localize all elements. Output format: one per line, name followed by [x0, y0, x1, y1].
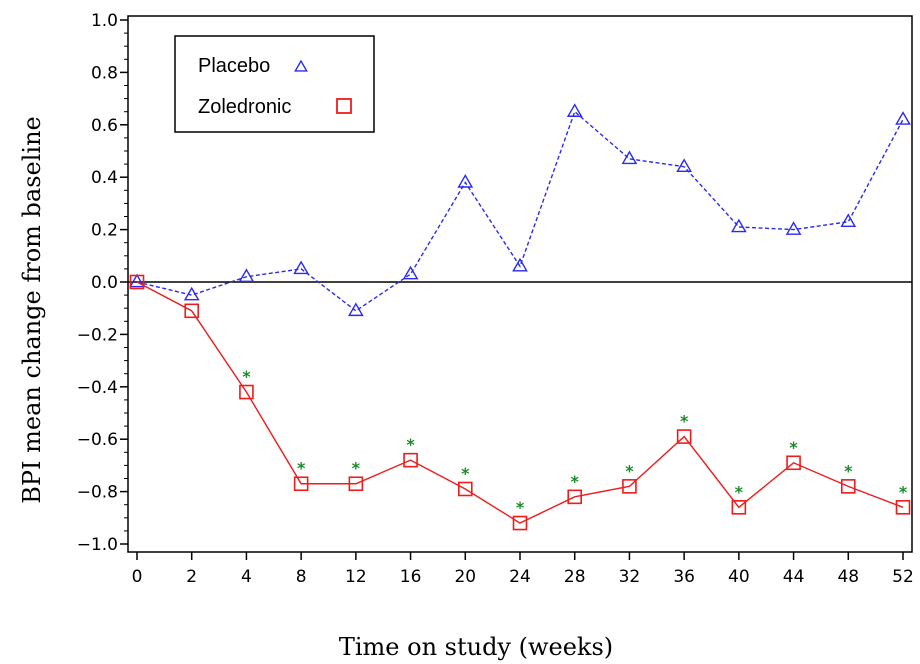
x-tick-label: 24 [509, 567, 531, 587]
square-point [786, 455, 801, 471]
series-layer [129, 103, 911, 531]
square-point [403, 452, 418, 468]
triangle-point [402, 265, 419, 280]
x-tick-label: 16 [400, 567, 422, 587]
triangle-point [676, 158, 693, 172]
x-tick-label: 36 [673, 567, 695, 587]
x-tick-label: 0 [132, 567, 143, 587]
legend-triangle-icon [294, 59, 308, 72]
square-point [567, 489, 583, 505]
y-tick-label: −0.4 [77, 378, 118, 398]
x-tick-label: 2 [186, 567, 197, 587]
y-axis: −1.0 −0.8 −0.6 −0.4 −0.2 0.0 0.2 0.4 0.6 0.8 1.0 [77, 11, 128, 555]
y-tick-label: 0.0 [91, 273, 118, 293]
triangle-point [238, 268, 255, 283]
square-point [184, 303, 200, 319]
square-point [840, 479, 856, 494]
legend: Placebo Zoledronic [174, 35, 375, 133]
y-tick-label: −1.0 [77, 535, 118, 555]
square-point [731, 500, 747, 515]
y-tick-label: −0.8 [77, 483, 118, 503]
significance-asterisk: * [680, 412, 689, 431]
square-point [512, 515, 528, 531]
triangle-point [293, 260, 310, 275]
significance-asterisk: * [789, 438, 798, 457]
x-tick-label: 12 [345, 567, 367, 587]
square-point [293, 476, 309, 492]
y-tick-label: −0.2 [77, 325, 118, 345]
triangle-point [895, 111, 911, 125]
triangle-point [730, 218, 747, 233]
x-tick-label: 4 [241, 567, 252, 587]
square-point [239, 384, 254, 400]
legend-label-zoledronic: Zoledronic [198, 96, 291, 118]
x-tick-label: 44 [783, 567, 805, 587]
series-line-zoledronic [136, 281, 904, 524]
y-tick-label: 1.0 [91, 11, 118, 31]
x-tick-label: 20 [454, 567, 476, 587]
y-tick-label: 0.6 [91, 116, 118, 136]
significance-asterisk: * [242, 367, 251, 386]
y-tick-label: 0.8 [91, 63, 118, 83]
x-tick-label: 48 [837, 567, 859, 587]
x-tick-label: 40 [728, 567, 750, 587]
y-tick-label: −0.6 [77, 430, 118, 450]
triangle-point [840, 213, 857, 227]
square-point [129, 274, 145, 290]
y-axis-title: BPI mean change from baseline [18, 116, 46, 504]
legend-label-placebo: Placebo [198, 55, 270, 77]
y-tick-label: 0.2 [91, 221, 118, 241]
significance-asterisk: * [461, 464, 470, 483]
square-point [895, 500, 911, 515]
significance-asterisk: * [297, 459, 306, 478]
significance-asterisk: * [571, 472, 580, 491]
x-tick-label: 52 [892, 567, 914, 587]
x-axis-title: Time on study (weeks) [339, 633, 613, 661]
significance-asterisk: * [735, 482, 744, 501]
significance-asterisk: * [899, 482, 908, 501]
square-point [622, 479, 637, 494]
legend-box [174, 35, 375, 133]
triangle-point [183, 286, 200, 301]
triangle-point [621, 150, 638, 165]
significance-asterisk: * [352, 459, 361, 478]
x-tick-label: 8 [296, 567, 307, 587]
triangle-point [347, 302, 364, 317]
triangle-point [566, 103, 583, 117]
x-tick-label: 32 [619, 567, 641, 587]
triangle-point [785, 221, 802, 235]
significance-asterisk: * [406, 435, 415, 454]
square-point [676, 429, 692, 444]
triangle-point [512, 257, 528, 272]
legend-square-icon [336, 98, 352, 114]
significance-asterisk: * [625, 461, 634, 480]
significance-markers: * * * * * * * * * * * * * [242, 367, 908, 517]
series-line-placebo [136, 110, 904, 312]
y-tick-label: 0.4 [91, 168, 118, 188]
x-tick-label: 28 [564, 567, 586, 587]
triangle-point [129, 273, 145, 288]
triangle-point [457, 174, 474, 188]
significance-asterisk: * [516, 498, 525, 517]
square-point [457, 481, 473, 497]
x-axis: 0 2 4 8 12 16 20 24 28 32 36 40 44 48 52 [132, 552, 914, 587]
square-point [348, 476, 364, 492]
significance-asterisk: * [844, 461, 853, 480]
